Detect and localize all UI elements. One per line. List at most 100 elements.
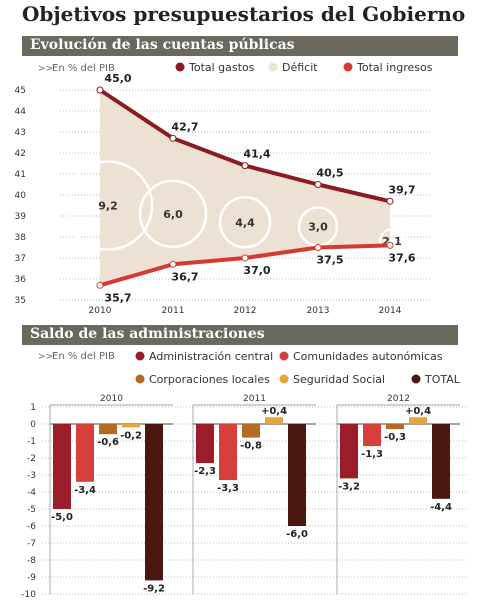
total-gastos-data-label: 42,7: [171, 120, 198, 133]
bar-seguridad-social: [122, 424, 140, 428]
y-tick-label: 0: [30, 420, 36, 430]
section-title-saldo: Saldo de las administraciones: [30, 326, 265, 342]
bar-total: [432, 424, 450, 499]
total-gastos-data-label: 45,0: [104, 72, 131, 85]
y-tick-label: -3: [27, 471, 36, 481]
legend-label-1: Comunidades autonómicas: [293, 350, 443, 363]
total-gastos-data-label: 40,5: [316, 167, 343, 180]
total-gastos-point: [169, 134, 177, 142]
y-tick-label: -9: [27, 573, 36, 583]
category-label: 2011: [243, 394, 266, 404]
total-ingresos-point: [96, 281, 104, 289]
total-ingresos-point: [241, 254, 249, 262]
bar-data-label: -0,6: [97, 437, 119, 448]
bar-data-label: -9,2: [143, 583, 165, 594]
bar-data-label: -0,3: [384, 432, 406, 443]
bar-corporaciones-locales: [99, 424, 117, 435]
legend-swatch-1: [268, 62, 278, 72]
total-ingresos-data-label: 36,7: [171, 270, 198, 283]
unit-label: En % del PIB: [52, 63, 115, 74]
bar-total: [288, 424, 306, 526]
bar-data-label: +0,4: [261, 406, 287, 417]
y-tick-label: 35: [15, 296, 26, 306]
legend-label-1: Déficit: [282, 61, 318, 74]
bar-data-label: -0,8: [240, 441, 262, 452]
bar-seguridad-social: [409, 417, 427, 424]
y-tick-label: -2: [27, 454, 36, 464]
y-tick-label: 40: [15, 191, 27, 201]
unit-marker: >>: [38, 64, 53, 74]
bar-total: [145, 424, 163, 581]
y-tick-label: 36: [15, 275, 27, 285]
legend-label-4: TOTAL: [424, 373, 461, 386]
bar-data-label: -5,0: [51, 512, 73, 523]
legend-swatch-3: [279, 374, 289, 384]
deficit-label: 4,4: [235, 216, 255, 229]
bar-administración-central: [53, 424, 71, 509]
total-gastos-data-label: 39,7: [388, 183, 415, 196]
bar-data-label: -3,3: [217, 483, 239, 494]
x-tick-label: 2011: [162, 306, 185, 316]
evolution-chart: >>En % del PIB Total gastos Déficit Total i…: [15, 61, 433, 316]
deficit-label: 3,0: [308, 221, 328, 234]
legend-swatch-1: [279, 351, 289, 361]
y-tick-label: 44: [15, 107, 27, 117]
y-tick-label: 38: [15, 233, 27, 243]
category-label: 2010: [100, 394, 123, 404]
unit-label: En % del PIB: [52, 351, 115, 362]
y-tick-label: 42: [15, 149, 26, 159]
total-ingresos-point: [169, 260, 177, 268]
bar-data-label: -4,4: [430, 502, 452, 513]
total-ingresos-point: [314, 244, 322, 251]
unit-marker: >>: [38, 352, 53, 362]
y-tick-label: -4: [27, 488, 36, 498]
x-tick-label: 2014: [379, 306, 402, 316]
legend-swatch-0: [135, 351, 145, 361]
y-tick-label: -5: [27, 505, 36, 515]
total-gastos-point: [96, 86, 104, 94]
y-tick-label: -1: [27, 437, 36, 447]
y-tick-label: 37: [15, 254, 26, 264]
page-title: Objetivos presupuestarios del Gobierno: [22, 2, 466, 26]
bar-corporaciones-locales: [386, 424, 404, 430]
legend-label-2: Corporaciones locales: [149, 373, 270, 386]
y-tick-label: -8: [27, 556, 36, 566]
legend-swatch-2: [135, 374, 145, 384]
legend-label-0: Administración central: [149, 350, 273, 363]
deficit-bubble: [218, 196, 272, 249]
bar-seguridad-social: [265, 417, 283, 424]
deficit-bubble: [62, 160, 154, 251]
legend-swatch-2: [343, 62, 353, 72]
total-ingresos-data-label: 37,5: [316, 254, 343, 267]
deficit-label: 9,2: [98, 200, 118, 213]
y-tick-label: 1: [30, 403, 36, 413]
y-tick-label: -7: [27, 539, 36, 549]
bar-corporaciones-locales: [242, 424, 260, 438]
total-ingresos-data-label: 35,7: [104, 291, 131, 304]
deficit-label: 6,0: [163, 208, 183, 221]
x-tick-label: 2010: [89, 306, 112, 316]
total-gastos-point: [314, 181, 322, 188]
section-title-evolucion: Evolución de las cuentas públicas: [30, 37, 295, 53]
legend-label-0: Total gastos: [188, 61, 255, 74]
bar-administración-central: [196, 424, 214, 464]
bar-data-label: -0,2: [120, 430, 142, 441]
legend-swatch-4: [411, 374, 421, 384]
y-tick-label: 45: [15, 86, 26, 96]
total-ingresos-data-label: 37,0: [243, 264, 270, 277]
total-ingresos-point: [386, 241, 394, 249]
total-gastos-point: [386, 197, 394, 205]
x-tick-label: 2012: [234, 306, 257, 316]
bar-comunidades-autonómicas: [76, 424, 94, 482]
legend-label-2: Total ingresos: [356, 61, 433, 74]
legend-swatch-0: [175, 62, 185, 72]
legend-label-3: Seguridad Social: [293, 373, 385, 386]
total-gastos-point: [241, 162, 249, 170]
section-header-evolucion: Evolución de las cuentas públicas: [22, 36, 458, 56]
deficit-bubble: [378, 227, 406, 255]
total-gastos-data-label: 41,4: [243, 148, 270, 161]
deficit-bubble: [138, 179, 208, 249]
bar-data-label: -3,4: [74, 485, 96, 496]
bar-administración-central: [340, 424, 358, 479]
